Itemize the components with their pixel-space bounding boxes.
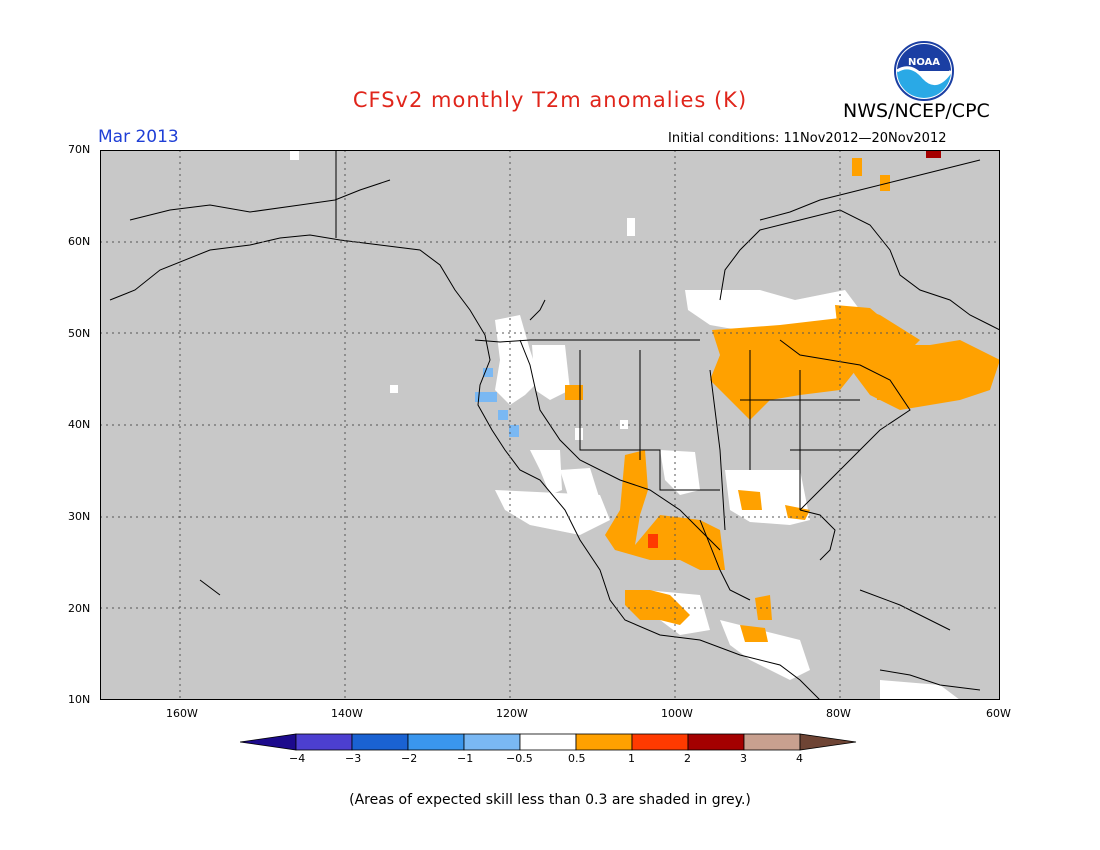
colorbar-cell — [407, 733, 465, 751]
lon-label-120w: 120W — [496, 707, 528, 720]
lat-label-30n: 30N — [68, 510, 91, 523]
colorbar-cell — [463, 733, 521, 751]
lat-label-50n: 50N — [68, 327, 91, 340]
colorbar-label-m1: −1 — [457, 752, 474, 765]
initial-conditions: Initial conditions: 11Nov2012—20Nov2012 — [668, 131, 947, 146]
map-frame — [100, 150, 1000, 700]
colorbar-cell-under — [240, 733, 297, 751]
strong-anomaly-cell — [648, 534, 658, 548]
colorbar-cell — [687, 733, 745, 751]
lon-label-60w: 60W — [986, 707, 1011, 720]
noaa-logo: NOAA — [894, 41, 954, 101]
colorbar-cell — [743, 733, 801, 751]
lat-label-70n: 70N — [68, 143, 91, 156]
colorbar-label-1: 1 — [628, 752, 635, 765]
map-gridlines — [100, 150, 1000, 700]
colorbar — [240, 733, 857, 751]
agency-label: NWS/NCEP/CPC — [843, 100, 990, 122]
colorbar-cell — [295, 733, 353, 751]
lon-label-160w: 160W — [166, 707, 198, 720]
colorbar-label-2: 2 — [684, 752, 691, 765]
colorbar-label-m2: −2 — [401, 752, 418, 765]
colorbar-cell — [631, 733, 689, 751]
colorbar-cell — [575, 733, 633, 751]
lon-label-100w: 100W — [661, 707, 693, 720]
colorbar-cell — [519, 733, 577, 751]
colorbar-label-4: 4 — [796, 752, 803, 765]
colorbar-label-3: 3 — [740, 752, 747, 765]
lat-label-60n: 60N — [68, 235, 91, 248]
forecast-period: Mar 2013 — [98, 127, 179, 147]
colorbar-label-05: 0.5 — [568, 752, 586, 765]
colorbar-cell — [351, 733, 409, 751]
skill-note: (Areas of expected skill less than 0.3 a… — [349, 792, 751, 808]
colorbar-cell-over — [799, 733, 857, 751]
lon-label-80w: 80W — [826, 707, 851, 720]
svg-text:NOAA: NOAA — [908, 57, 940, 68]
colorbar-label-m05: −0.5 — [506, 752, 533, 765]
colorbar-label-m3: −3 — [345, 752, 362, 765]
anomaly-map — [100, 150, 1000, 700]
negative-anomaly-areas — [475, 368, 519, 437]
lat-label-10n: 10N — [68, 693, 91, 706]
lat-label-40n: 40N — [68, 418, 91, 431]
lon-label-140w: 140W — [331, 707, 363, 720]
map-title: CFSv2 monthly T2m anomalies (K) — [352, 88, 748, 112]
coastlines-borders — [109, 150, 1000, 700]
colorbar-label-m4: −4 — [289, 752, 306, 765]
positive-anomaly-areas — [565, 158, 1000, 642]
very-strong-anomaly-cell — [926, 150, 941, 158]
lat-label-20n: 20N — [68, 602, 91, 615]
